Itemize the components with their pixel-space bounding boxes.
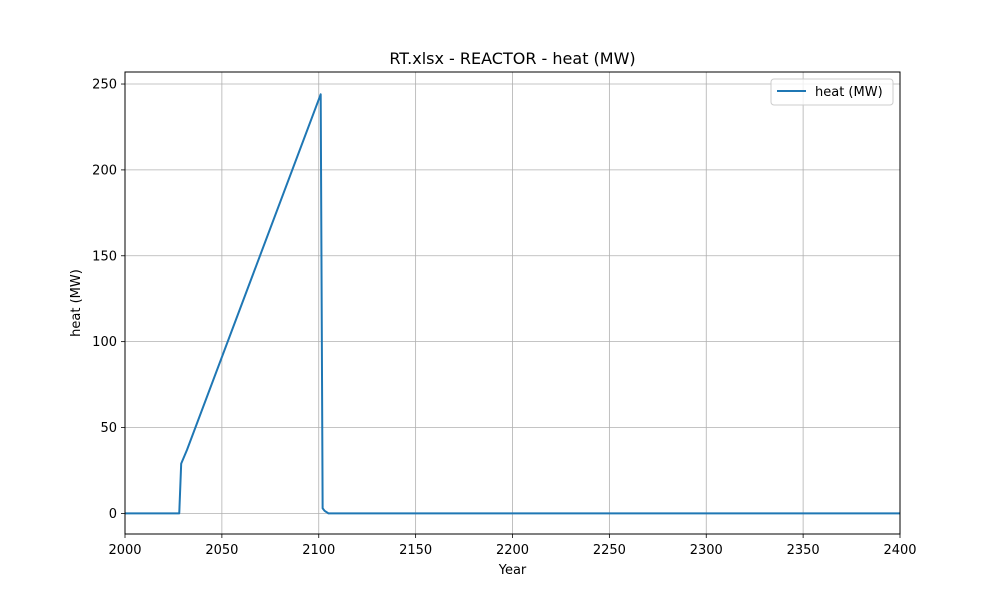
x-axis-label: Year xyxy=(498,563,527,578)
tick-layer: 2000 2050 2100 2150 2200 2250 2300 2350 2400 0 50 1… xyxy=(92,78,916,558)
legend: heat (MW) xyxy=(770,78,894,106)
y-tick-label: 250 xyxy=(92,78,117,93)
x-tick-label: 2350 xyxy=(787,543,820,558)
y-tick-label: 0 xyxy=(109,507,117,522)
x-tick-label: 2300 xyxy=(690,543,723,558)
x-tick-label: 2100 xyxy=(302,543,335,558)
legend-box xyxy=(770,78,894,106)
x-tick-label: 2400 xyxy=(883,543,916,558)
x-tick-label: 2250 xyxy=(593,543,626,558)
y-tick-label: 100 xyxy=(92,335,117,350)
y-axis-label: heat (MW) xyxy=(69,269,84,337)
series-line-heat xyxy=(125,93,900,515)
x-tick-label: 2000 xyxy=(108,543,141,558)
x-tick-label: 2150 xyxy=(399,543,432,558)
x-tick-label: 2050 xyxy=(205,543,238,558)
y-tick-label: 150 xyxy=(92,249,117,264)
legend-label: heat (MW) xyxy=(815,85,883,100)
y-tick-label: 200 xyxy=(92,163,117,178)
y-tick-label: 50 xyxy=(100,421,117,436)
series-layer xyxy=(125,93,900,515)
x-tick-label: 2200 xyxy=(496,543,529,558)
chart-title: RT.xlsx - REACTOR - heat (MW) xyxy=(389,49,635,68)
